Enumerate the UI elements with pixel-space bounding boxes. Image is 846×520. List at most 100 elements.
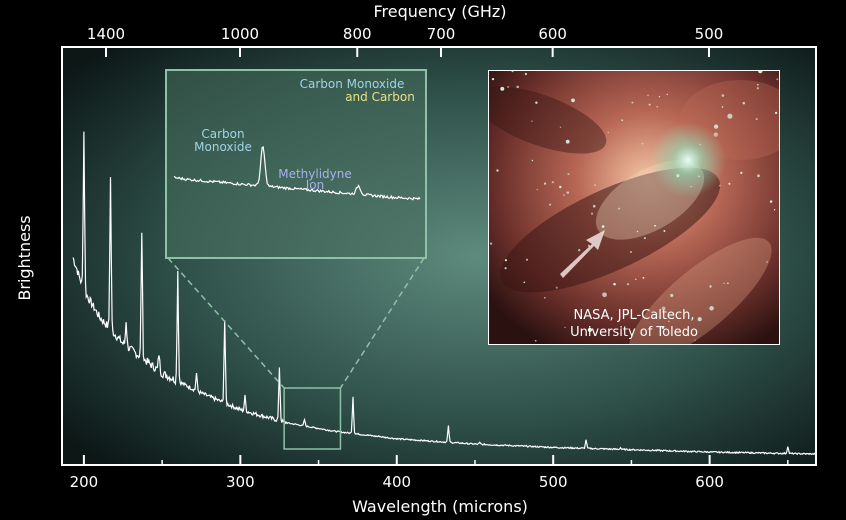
star — [661, 326, 665, 330]
nebula-photo: NASA, JPL-Caltech, University of Toledo — [488, 70, 780, 345]
star — [511, 71, 514, 73]
inset-panel: Carbon Monoxide Methylidyne Ion Carbon M… — [165, 69, 427, 259]
inset-label-coc-2: and Carbon — [345, 90, 415, 104]
star — [563, 194, 565, 196]
star — [728, 182, 731, 185]
star — [766, 261, 768, 263]
star — [740, 171, 743, 175]
star — [590, 212, 594, 215]
star — [776, 78, 779, 81]
star — [773, 209, 776, 211]
inset-spectrum-line — [173, 146, 421, 201]
star — [663, 230, 666, 232]
star — [523, 281, 526, 284]
star — [566, 191, 570, 194]
star — [524, 72, 528, 76]
top-tick-label: 700 — [427, 25, 456, 43]
star — [713, 124, 719, 129]
star — [713, 132, 718, 137]
star — [565, 139, 570, 144]
star — [551, 180, 555, 184]
star — [709, 285, 712, 288]
star — [577, 248, 581, 252]
star — [613, 282, 616, 286]
star — [757, 174, 760, 178]
image-credit-line-2: University of Toledo — [570, 325, 698, 340]
star — [756, 87, 759, 90]
bottom-axis-ticks: 200 300 400 500 600 — [70, 455, 789, 491]
top-axis-ticks: 1400 1000 800 700 600 500 — [87, 25, 723, 57]
star — [564, 326, 566, 329]
star — [536, 188, 538, 191]
star — [504, 267, 507, 270]
image-credit-line-1: NASA, JPL-Caltech, — [574, 308, 695, 323]
top-tick-label: 500 — [695, 25, 724, 43]
x-tick-label: 600 — [695, 473, 724, 491]
star — [491, 77, 495, 81]
star — [698, 175, 700, 178]
star — [755, 118, 758, 121]
star — [631, 101, 634, 104]
star — [656, 106, 658, 108]
star — [774, 111, 778, 115]
star — [694, 339, 696, 341]
star — [516, 85, 519, 89]
star — [500, 86, 505, 91]
inset-label-co-2: Monoxide — [194, 140, 252, 154]
star — [661, 306, 666, 311]
top-tick-label: 800 — [343, 25, 372, 43]
star — [504, 259, 507, 262]
star — [721, 94, 725, 97]
star — [507, 85, 510, 88]
star — [634, 278, 637, 281]
star — [559, 185, 562, 189]
star — [567, 173, 570, 176]
star — [758, 71, 763, 74]
star — [601, 225, 605, 228]
inset-label-coc-1: Carbon Monoxide — [300, 77, 405, 91]
star — [489, 242, 493, 245]
top-tick-label: 1000 — [221, 25, 259, 43]
y-axis-label: Brightness — [15, 215, 34, 300]
inset-label-ch-2: Ion — [306, 178, 325, 192]
star — [643, 237, 646, 240]
arrow-icon — [560, 230, 605, 278]
star — [549, 203, 552, 206]
x-tick-label: 300 — [226, 473, 255, 491]
star — [531, 120, 533, 122]
x-tick-label: 500 — [539, 473, 568, 491]
zoom-connector-left — [167, 257, 285, 389]
star — [709, 306, 714, 311]
star — [699, 143, 701, 146]
zoom-box — [283, 387, 342, 450]
star — [721, 106, 724, 108]
top-axis-label: Frequency (GHz) — [373, 2, 506, 21]
spectrum-line — [72, 131, 816, 456]
star — [571, 98, 575, 103]
top-tick-label: 1400 — [87, 25, 125, 43]
star — [602, 292, 607, 298]
x-tick-label: 400 — [382, 473, 411, 491]
star — [525, 258, 529, 261]
star — [618, 207, 621, 210]
top-tick-label: 600 — [538, 25, 567, 43]
x-tick-label: 200 — [70, 473, 99, 491]
zoom-connector-right — [339, 257, 425, 389]
star — [531, 159, 534, 162]
star — [727, 282, 729, 285]
star — [742, 101, 746, 105]
star — [718, 184, 721, 187]
star — [668, 320, 670, 323]
star — [535, 101, 538, 104]
star — [727, 113, 733, 119]
star — [534, 339, 537, 342]
star — [670, 293, 674, 297]
star — [544, 182, 547, 185]
star — [642, 276, 645, 279]
star — [594, 184, 596, 186]
star — [626, 283, 630, 286]
star — [697, 317, 702, 322]
star — [641, 142, 644, 145]
inset-label-co-1: Carbon — [201, 127, 244, 141]
